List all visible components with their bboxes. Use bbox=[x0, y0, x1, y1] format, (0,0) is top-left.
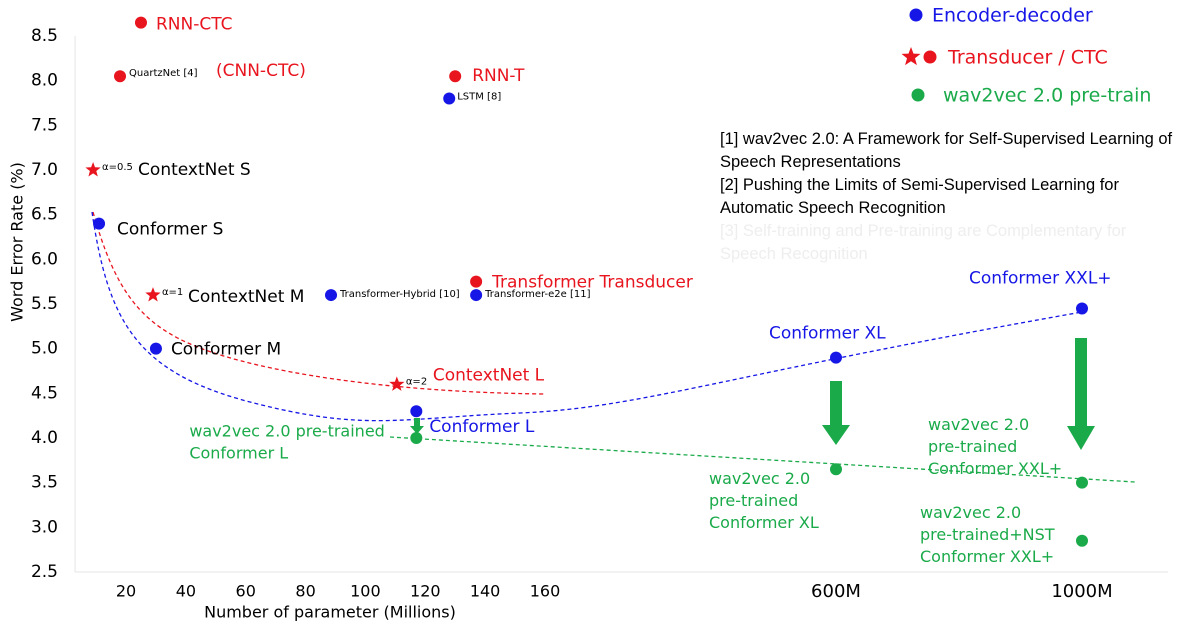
x-tick-label: 120 bbox=[410, 582, 441, 601]
reference: [2] Pushing the Limits of Semi-Supervise… bbox=[720, 176, 1119, 217]
star-marker bbox=[85, 162, 101, 177]
point bbox=[1076, 476, 1088, 489]
arrows bbox=[410, 338, 1095, 450]
y-tick-label: 6.5 bbox=[31, 205, 58, 225]
reference: [3] Self-training and Pre-training are C… bbox=[720, 222, 1127, 263]
legend-label: wav2vec 2.0 pre-train bbox=[943, 85, 1151, 107]
point-label: ContextNet S bbox=[138, 160, 251, 180]
point-label: Transformer-e2e [11] bbox=[484, 289, 590, 300]
point-label: pre-trained+NST bbox=[920, 525, 1055, 544]
y-tick-label: 5.5 bbox=[31, 294, 58, 314]
point-label: Conformer XL bbox=[709, 513, 819, 532]
point-label: wav2vec 2.0 bbox=[709, 469, 810, 488]
point-label: Conformer L bbox=[429, 417, 535, 437]
y-tick-label: 6.0 bbox=[31, 249, 58, 269]
point-label: pre-trained bbox=[709, 491, 798, 510]
point-label: Conformer XXL+ bbox=[920, 547, 1054, 566]
point bbox=[149, 342, 162, 355]
arrow bbox=[822, 381, 850, 445]
point-label: QuartzNet [4] bbox=[129, 68, 198, 79]
point-label: wav2vec 2.0 bbox=[928, 415, 1029, 434]
green-trend bbox=[389, 436, 1136, 483]
point-label: ContextNet M bbox=[188, 287, 305, 307]
legend-label: Encoder-decoder bbox=[932, 5, 1093, 27]
point bbox=[410, 432, 423, 444]
blue-trend bbox=[91, 211, 1083, 422]
x-tick-label: 20 bbox=[116, 582, 136, 601]
point-label: ContextNet L bbox=[433, 365, 545, 385]
point-label: Transformer-Hybrid [10] bbox=[339, 289, 460, 300]
point bbox=[830, 463, 842, 476]
point-label: wav2vec 2.0 bbox=[920, 503, 1021, 522]
y-tick-label: 7.5 bbox=[31, 115, 58, 135]
point bbox=[134, 16, 147, 29]
point-label: Conformer XL bbox=[769, 324, 886, 344]
arrow bbox=[1067, 338, 1095, 450]
trend-lines bbox=[91, 211, 1136, 483]
point bbox=[449, 70, 462, 83]
point bbox=[470, 289, 483, 302]
y-tick-label: 7.0 bbox=[31, 160, 58, 180]
x-tick-label: 100 bbox=[350, 582, 381, 601]
y-tick-label: 5.0 bbox=[31, 339, 58, 359]
x-tick-label: 160 bbox=[530, 582, 561, 601]
x-axis-title: Number of parameter (Millions) bbox=[204, 603, 456, 622]
x-tick-label: 140 bbox=[470, 582, 501, 601]
x-tick-label: 40 bbox=[176, 582, 196, 601]
legend-dot bbox=[923, 50, 937, 64]
legend-label: Transducer / CTC bbox=[947, 47, 1108, 69]
point bbox=[830, 351, 842, 364]
y-tick-label: 8.5 bbox=[31, 26, 58, 46]
point-label: RNN-T bbox=[472, 66, 525, 86]
legend-dot bbox=[911, 88, 925, 102]
y-axis-title: Word Error Rate (%) bbox=[8, 162, 27, 322]
references: [1] wav2vec 2.0: A Framework for Self-Su… bbox=[720, 128, 1182, 266]
point bbox=[470, 275, 483, 288]
legend-star bbox=[901, 47, 921, 66]
x-tick-label: 1000M bbox=[1051, 581, 1112, 602]
point bbox=[1076, 534, 1088, 547]
point-label: RNN-CTC bbox=[156, 15, 233, 35]
point bbox=[114, 70, 127, 83]
arrow bbox=[410, 418, 424, 434]
x-tick-label: 60 bbox=[236, 582, 256, 601]
point bbox=[410, 405, 423, 418]
legend-dot bbox=[909, 8, 923, 22]
point-tag: α=2 bbox=[406, 376, 427, 387]
y-tick-label: 2.5 bbox=[31, 562, 58, 582]
point-label: Transformer Transducer bbox=[491, 273, 693, 293]
y-tick-label: 3.0 bbox=[31, 517, 58, 537]
point-label: pre-trained bbox=[928, 437, 1017, 456]
x-tick-label: 80 bbox=[295, 582, 315, 601]
point-tag: α=0.5 bbox=[102, 162, 133, 173]
point bbox=[443, 92, 456, 105]
y-tick-label: 3.5 bbox=[31, 473, 58, 493]
point-label: Conformer M bbox=[171, 340, 281, 360]
point-label: LSTM [8] bbox=[457, 92, 501, 103]
y-tick-label: 4.0 bbox=[31, 428, 58, 448]
red-trend bbox=[92, 211, 546, 395]
point-label: wav2vec 2.0 pre-trained bbox=[189, 422, 385, 441]
point-label: Conformer XXL+ bbox=[928, 459, 1062, 478]
x-tick-label: 600M bbox=[811, 581, 861, 602]
y-tick-label: 4.5 bbox=[31, 383, 58, 403]
point-label: Conformer XXL+ bbox=[969, 268, 1112, 288]
annotation: (CNN-CTC) bbox=[216, 61, 306, 81]
point bbox=[1076, 302, 1088, 315]
point-tag: α=1 bbox=[162, 287, 183, 298]
reference: [1] wav2vec 2.0: A Framework for Self-Su… bbox=[720, 130, 1173, 171]
y-tick-label: 8.0 bbox=[31, 71, 58, 91]
star-marker bbox=[389, 376, 405, 391]
point-label: Conformer L bbox=[189, 444, 288, 463]
point bbox=[93, 217, 106, 230]
star-marker bbox=[145, 287, 161, 302]
point-label: Conformer S bbox=[117, 220, 223, 240]
point bbox=[325, 289, 338, 302]
